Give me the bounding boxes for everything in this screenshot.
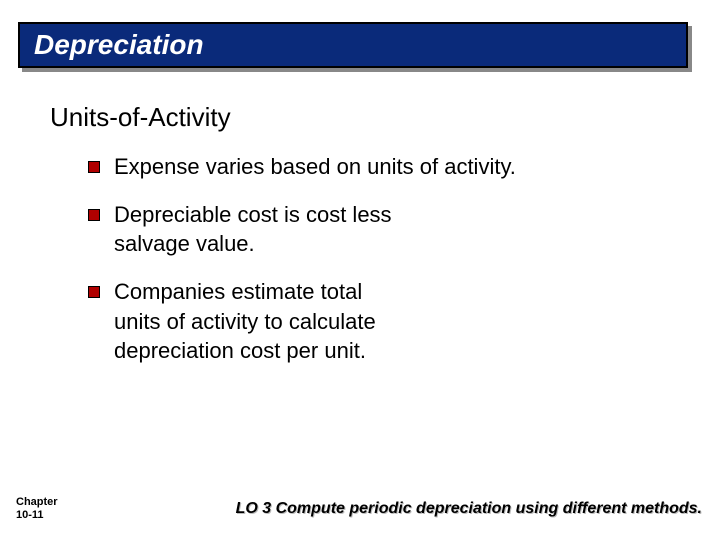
bullet-text: Depreciable cost is cost less salvage va… <box>114 200 414 259</box>
title-bar: Depreciation <box>18 22 688 68</box>
list-item: Companies estimate total units of activi… <box>88 277 648 366</box>
bullet-icon <box>88 161 100 173</box>
learning-objective: LO 3 Compute periodic depreciation using… <box>236 500 702 518</box>
bullet-text: Companies estimate total units of activi… <box>114 277 414 366</box>
chapter-label: Chapter 10-11 <box>16 496 58 522</box>
bullet-list: Expense varies based on units of activit… <box>88 152 648 384</box>
subtitle: Units-of-Activity <box>50 102 231 133</box>
page-title: Depreciation <box>34 29 204 61</box>
bullet-icon <box>88 286 100 298</box>
list-item: Depreciable cost is cost less salvage va… <box>88 200 648 259</box>
bullet-text: Expense varies based on units of activit… <box>114 152 516 182</box>
bullet-icon <box>88 209 100 221</box>
list-item: Expense varies based on units of activit… <box>88 152 648 182</box>
chapter-line2: 10-11 <box>16 509 58 522</box>
chapter-line1: Chapter <box>16 496 58 509</box>
